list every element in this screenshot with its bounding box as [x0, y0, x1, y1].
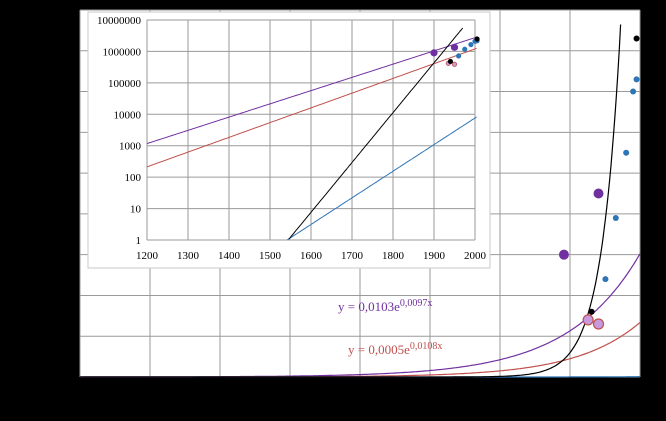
inset-data-point — [447, 58, 453, 65]
data-point — [588, 308, 595, 315]
inset-trend-line-1 — [146, 47, 477, 168]
inset-data-point — [462, 46, 468, 52]
inset-data-point — [474, 36, 480, 42]
data-point — [593, 188, 604, 199]
data-point — [623, 149, 630, 156]
inset-x-tick-label: 1600 — [300, 250, 323, 262]
inset-x-tick-label: 1700 — [341, 250, 364, 262]
trendline-equation-1: y = 0,0005e0,0108x — [348, 341, 442, 357]
inset-x-tick-label: 1200 — [136, 250, 159, 262]
data-point — [633, 35, 640, 42]
inset-x-tick-label: 1500 — [259, 250, 282, 262]
inset-data-point — [430, 49, 438, 57]
inset-x-tick-label: 1400 — [218, 250, 241, 262]
trend-curve-3 — [80, 24, 622, 378]
data-point — [582, 314, 594, 326]
inset-data-point — [455, 53, 462, 59]
inset-y-tick-label: 1 — [136, 235, 142, 247]
data-point — [558, 249, 569, 260]
inset-x-tick-label: 1800 — [382, 250, 405, 262]
data-point — [630, 88, 637, 95]
inset-x-tick-label: 2000 — [464, 250, 487, 262]
inset-trend-line-3 — [288, 27, 464, 240]
data-point — [633, 76, 640, 83]
inset-data-point — [451, 61, 458, 67]
inset-y-tick-label: 10000 — [114, 109, 142, 121]
inset-y-tick-label: 100 — [125, 172, 142, 184]
data-point — [592, 318, 605, 330]
inset-y-tick-label: 10000000 — [97, 15, 142, 27]
inset-y-tick-label: 1000 — [119, 141, 142, 153]
data-point — [612, 214, 619, 221]
inset-trend-line-0 — [146, 36, 477, 145]
inset-x-tick-label: 1300 — [177, 250, 200, 262]
inset-y-tick-label: 1000000 — [103, 46, 142, 58]
inset-x-tick-label: 1900 — [423, 250, 446, 262]
trendline-equation-0: y = 0,0103e0,0097x — [338, 298, 432, 314]
data-point — [602, 276, 609, 283]
inset-chart-box — [87, 11, 491, 269]
inset-y-tick-label: 10 — [130, 204, 142, 216]
inset-data-point — [468, 41, 474, 48]
inset-y-tick-label: 100000 — [108, 78, 142, 90]
inset-data-point — [450, 43, 459, 51]
inset-trend-line-2 — [286, 116, 477, 241]
